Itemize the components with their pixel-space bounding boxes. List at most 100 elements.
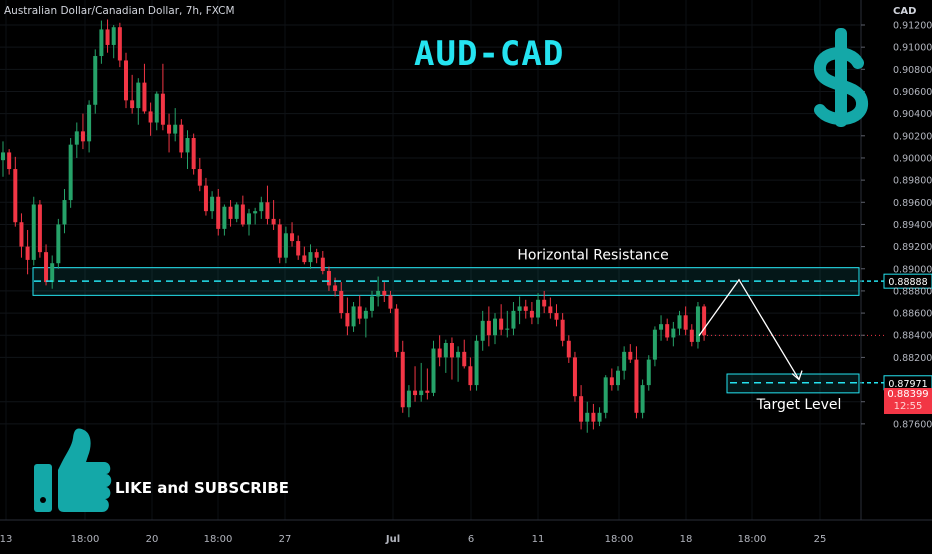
candle-body	[462, 351, 467, 367]
candle-body	[111, 27, 116, 45]
time-tick-label: 25	[814, 534, 827, 545]
candle-body	[548, 306, 553, 314]
time-tick-label: 6	[468, 534, 474, 545]
candle-body	[25, 246, 30, 260]
price-tick-label: 0.89200	[893, 242, 932, 253]
candle-body	[210, 196, 215, 212]
thumbs-up-icon	[34, 428, 112, 512]
candle-body	[572, 357, 577, 397]
currency-label: CAD	[893, 6, 916, 17]
candle-body	[240, 204, 245, 225]
time-tick-label: 18:00	[71, 534, 100, 545]
candle-body	[677, 315, 682, 329]
candle-body	[228, 206, 233, 219]
candle-body	[130, 100, 135, 109]
candle-body	[197, 169, 202, 186]
candle-body	[1, 152, 5, 161]
candle-body	[62, 200, 67, 225]
candle-body	[50, 263, 55, 283]
current-price-value: 0.88399	[887, 389, 929, 400]
current-price-countdown: 12:55	[893, 401, 923, 412]
price-tick-label: 0.88800	[893, 286, 932, 297]
price-tick-label: 0.90400	[893, 109, 932, 120]
candle-body	[154, 93, 159, 123]
candle-body	[105, 29, 110, 45]
candle-body	[13, 169, 18, 223]
candle-body	[493, 318, 497, 336]
candle-body	[142, 82, 147, 112]
candle-body	[124, 60, 128, 101]
candle-body	[117, 27, 122, 61]
candle-body	[216, 196, 221, 229]
candle-body	[529, 310, 534, 318]
candle-body	[148, 111, 153, 123]
candle-body	[486, 320, 491, 336]
candle-body	[31, 204, 36, 260]
candle-body	[167, 124, 172, 134]
price-tick-label: 0.89400	[893, 220, 932, 231]
projection-arrowhead	[791, 370, 803, 381]
candle-body	[443, 342, 448, 358]
candle-body	[689, 329, 694, 342]
target-label: Target Level	[756, 397, 842, 413]
target-price-text: 0.87971	[888, 379, 927, 390]
candle-body	[253, 211, 258, 214]
candle-body	[622, 351, 627, 371]
candle-body	[419, 390, 424, 396]
candle-body	[326, 270, 331, 286]
resistance-label: Horizontal Resistance	[517, 248, 668, 264]
overlays: 0.88888 0.87971 Horizontal Resistance Targe…	[34, 248, 932, 413]
candle-body	[339, 290, 344, 314]
candle-body	[554, 313, 559, 320]
candle-body	[560, 319, 565, 341]
candle-body	[308, 252, 313, 263]
candle-body	[283, 233, 288, 258]
candle-body	[19, 222, 24, 247]
candle-body	[99, 29, 104, 57]
candle-body	[591, 412, 596, 422]
time-tick-label: 27	[279, 534, 292, 545]
candle-body	[382, 290, 387, 296]
symbol-title: Australian Dollar/Canadian Dollar, 7h, F…	[4, 5, 235, 17]
candle-body	[74, 131, 79, 145]
candle-body	[480, 320, 485, 341]
candle-body	[290, 233, 295, 242]
time-axis[interactable]: 13 18:00 20 18:00 27 Jul 6 11 18:00 18 18:00 25	[0, 534, 826, 545]
price-tick-label: 0.91200	[893, 21, 932, 32]
candle-body	[695, 306, 700, 342]
like-subscribe-text: LIKE and SUBSCRIBE	[115, 479, 290, 497]
price-tick-label: 0.90600	[893, 87, 932, 98]
candle-body	[357, 306, 362, 319]
time-tick-label: 18:00	[204, 534, 233, 545]
candle-body	[296, 241, 301, 256]
candle-body	[333, 285, 338, 291]
candle-body	[351, 306, 356, 327]
price-tick-label: 0.91000	[893, 43, 932, 54]
banner-title: AUD-CAD	[414, 34, 565, 74]
candle-body	[314, 252, 319, 258]
candle-body	[68, 144, 73, 201]
candle-body	[7, 152, 12, 170]
candle-body	[505, 328, 510, 330]
candle-body	[191, 138, 196, 170]
candle-body	[160, 93, 165, 125]
current-price-badge: 0.88399 12:55	[884, 388, 932, 414]
candle-body	[388, 295, 393, 309]
candle-body	[437, 348, 442, 358]
candle-body	[628, 351, 633, 360]
price-tick-label: 0.88600	[893, 309, 932, 320]
candle-body	[80, 131, 85, 142]
candle-body	[634, 359, 639, 413]
candle-body	[265, 202, 270, 219]
candle-body	[659, 324, 664, 330]
candle-body	[652, 329, 657, 360]
candle-body	[616, 370, 620, 386]
candle-body	[406, 390, 411, 408]
candle-body	[44, 252, 49, 283]
time-tick-label: 11	[532, 534, 545, 545]
candle-body	[394, 308, 399, 352]
price-tick-label: 0.87600	[893, 419, 932, 430]
candle-body	[173, 124, 178, 134]
